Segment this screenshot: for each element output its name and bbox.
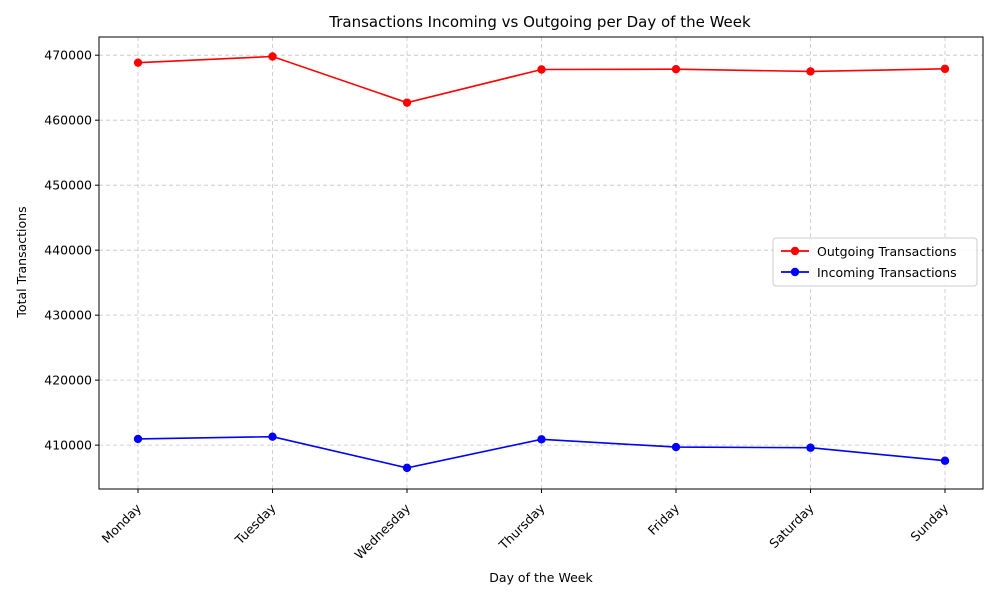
data-point-incoming-transactions xyxy=(671,442,681,452)
x-tick-label: Friday xyxy=(645,500,683,538)
data-point-outgoing-transactions xyxy=(268,52,277,61)
y-axis-label: Total Transactions xyxy=(14,206,29,318)
y-tick-label: 450000 xyxy=(44,178,92,193)
data-point-outgoing-transactions xyxy=(806,67,815,76)
data-point-outgoing-transactions xyxy=(402,98,412,107)
legend-marker-incoming xyxy=(790,267,800,277)
y-tick-label: 470000 xyxy=(44,48,92,63)
legend: Outgoing Transactions Incoming Transacti… xyxy=(772,237,978,287)
y-tick-label: 440000 xyxy=(44,243,92,258)
chart-title: Transactions Incoming vs Outgoing per Da… xyxy=(328,13,751,31)
series-layer xyxy=(133,52,950,473)
x-axis-label: Day of the Week xyxy=(489,570,593,585)
x-axis-ticks: Monday Tuesday Wednesday Thursday Friday Satu… xyxy=(99,489,952,562)
y-axis-ticks: 410000 420000 430000 440000 450000 460000 4700… xyxy=(44,48,99,453)
legend-box xyxy=(772,237,978,287)
data-point-incoming-transactions xyxy=(806,443,815,452)
data-point-outgoing-transactions xyxy=(671,64,681,74)
x-tick-label: Tuesday xyxy=(231,500,279,548)
data-point-incoming-transactions xyxy=(537,435,546,444)
data-point-outgoing-transactions xyxy=(940,64,950,74)
data-point-incoming-transactions xyxy=(133,434,143,444)
x-tick-label: Saturday xyxy=(766,500,817,551)
data-point-incoming-transactions xyxy=(940,456,950,465)
data-point-outgoing-transactions xyxy=(537,65,546,74)
data-point-incoming-transactions xyxy=(402,463,412,473)
data-point-outgoing-transactions xyxy=(133,58,143,67)
x-tick-label: Wednesday xyxy=(351,500,413,562)
y-tick-label: 410000 xyxy=(44,438,92,453)
y-tick-label: 430000 xyxy=(44,308,92,323)
y-tick-label: 460000 xyxy=(44,113,92,128)
y-tick-label: 420000 xyxy=(44,373,92,388)
x-tick-label: Thursday xyxy=(495,500,548,553)
legend-label-incoming: Incoming Transactions xyxy=(817,265,957,280)
data-point-incoming-transactions xyxy=(268,432,277,441)
x-tick-label: Monday xyxy=(99,500,145,546)
legend-marker-outgoing xyxy=(790,246,800,256)
legend-label-outgoing: Outgoing Transactions xyxy=(817,244,957,259)
x-tick-label: Sunday xyxy=(907,500,951,544)
